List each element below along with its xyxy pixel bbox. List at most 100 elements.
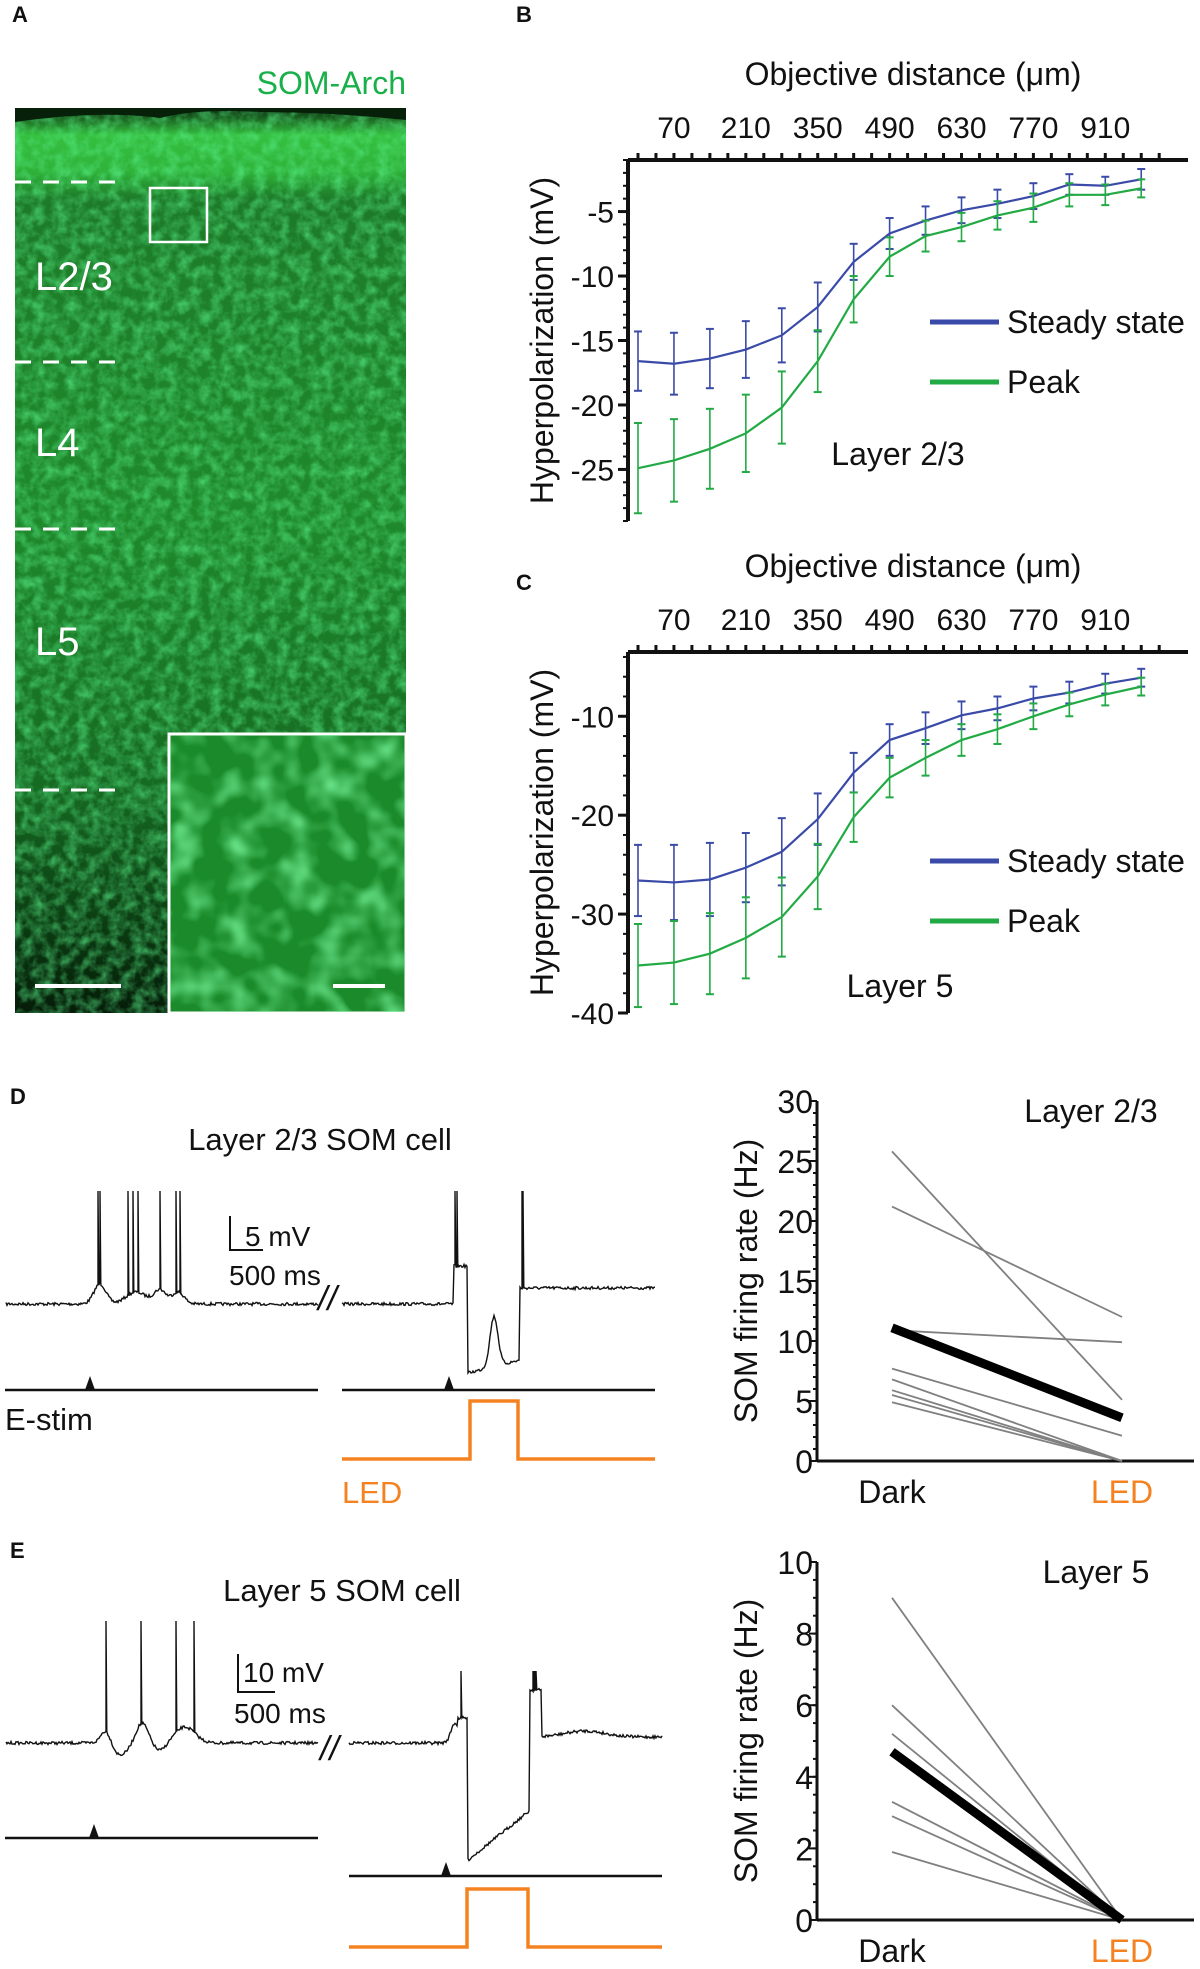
error-bar bbox=[921, 739, 930, 777]
error-bar bbox=[777, 307, 786, 364]
x-tick-label: 630 bbox=[936, 112, 986, 145]
cell-line bbox=[891, 1367, 1123, 1437]
stim-marker-icon bbox=[85, 1376, 95, 1390]
y-tick-label: 10 bbox=[777, 1324, 813, 1360]
x-tick-label: 770 bbox=[1008, 112, 1058, 145]
layer-label: L4 bbox=[35, 421, 80, 465]
x-category-label: LED bbox=[1091, 1474, 1153, 1510]
y-tick-label: 5 bbox=[795, 1384, 813, 1420]
y-tick-label: -30 bbox=[571, 899, 614, 932]
error-bar bbox=[921, 219, 930, 253]
chart-c-layer5-hyperpolarization: 70 210 350 490 630 770 910 -10 -20 -30 -40 Objectiv… bbox=[524, 548, 1188, 1031]
panel-label-a: A bbox=[12, 2, 28, 27]
cell-line bbox=[891, 1815, 1123, 1921]
cell-line bbox=[891, 1329, 1123, 1344]
axis-break-mark: // bbox=[316, 1280, 340, 1318]
stim-marker-icon bbox=[89, 1824, 99, 1838]
y-tick-label: 30 bbox=[777, 1084, 813, 1120]
y-tick-label: 15 bbox=[777, 1264, 813, 1300]
error-bar bbox=[813, 792, 822, 846]
scale-v-label: 5 mV bbox=[245, 1221, 311, 1252]
y-tick-label: 10 bbox=[777, 1545, 813, 1581]
scale-v-label: 10 mV bbox=[243, 1657, 324, 1688]
stim-marker-icon bbox=[441, 1862, 451, 1876]
layer-label: L5 bbox=[35, 620, 80, 664]
y-axis-title: SOM firing rate (Hz) bbox=[728, 1139, 764, 1423]
trace-panel-d: Layer 2/3 SOM cell 5 mV 500 ms // E-stim… bbox=[5, 1122, 656, 1510]
legend-label: Steady state bbox=[1007, 843, 1185, 879]
mean-line bbox=[889, 1748, 1125, 1924]
panel-label-d: D bbox=[10, 1084, 26, 1109]
y-tick-label: -40 bbox=[571, 998, 614, 1031]
cell-line bbox=[891, 1378, 1123, 1462]
y-tick-label: -20 bbox=[571, 800, 614, 833]
stain-label: SOM-Arch bbox=[257, 65, 406, 101]
error-bar bbox=[1137, 178, 1146, 199]
error-bar bbox=[741, 320, 750, 379]
x-tick-label: 490 bbox=[865, 604, 915, 637]
x-tick-label: 350 bbox=[793, 112, 843, 145]
voltage-trace-control bbox=[5, 1620, 319, 1757]
y-axis-title: Hyperpolarization (mV) bbox=[524, 669, 560, 996]
x-category-label: LED bbox=[1091, 1933, 1153, 1969]
error-bar bbox=[885, 756, 894, 799]
error-bar bbox=[1029, 702, 1038, 731]
error-bar bbox=[993, 713, 1002, 745]
y-tick-label: 8 bbox=[795, 1617, 813, 1653]
error-bar bbox=[705, 912, 714, 996]
y-tick-label: -10 bbox=[571, 261, 614, 294]
cell-line bbox=[891, 1851, 1123, 1921]
panel-label-c: C bbox=[516, 570, 532, 595]
chart-annotation: Layer 2/3 bbox=[831, 436, 964, 472]
inset-region-box bbox=[148, 186, 209, 244]
error-bar bbox=[1065, 182, 1074, 208]
error-bar bbox=[1029, 192, 1038, 223]
error-bar bbox=[705, 407, 714, 490]
y-tick-label: -20 bbox=[571, 390, 614, 423]
cell-line bbox=[891, 1704, 1123, 1921]
error-bar bbox=[813, 842, 822, 911]
panel-label-b: B bbox=[516, 2, 532, 27]
error-bar bbox=[849, 791, 858, 843]
trace-title: Layer 5 SOM cell bbox=[223, 1573, 461, 1608]
y-tick-label: 6 bbox=[795, 1688, 813, 1724]
x-category-label: Dark bbox=[858, 1474, 927, 1510]
y-tick-label: -5 bbox=[587, 197, 614, 230]
error-bar bbox=[957, 723, 966, 757]
estim-label: E-stim bbox=[5, 1402, 93, 1437]
error-bar bbox=[1101, 183, 1110, 207]
chart-d-layer23-firing-rate: 0 5 10 15 20 25 30 Dark LED SOM firing rate (Hz) L… bbox=[728, 1084, 1194, 1510]
legend-label: Steady state bbox=[1007, 304, 1185, 340]
error-bar bbox=[885, 236, 894, 278]
y-tick-label: -10 bbox=[571, 701, 614, 734]
stim-marker-icon bbox=[444, 1376, 454, 1390]
y-tick-label: 4 bbox=[795, 1760, 813, 1796]
error-bar bbox=[1101, 682, 1110, 707]
x-axis-title: Objective distance (μm) bbox=[745, 56, 1082, 92]
x-tick-label: 210 bbox=[721, 112, 771, 145]
y-tick-label: 0 bbox=[795, 1903, 813, 1939]
led-pulse-trace bbox=[349, 1887, 662, 1949]
chart-annotation: Layer 2/3 bbox=[1024, 1093, 1157, 1129]
cell-line bbox=[891, 1801, 1123, 1921]
error-bar bbox=[777, 370, 786, 445]
trace-panel-e: Layer 5 SOM cell 10 mV 500 ms // bbox=[5, 1573, 663, 1949]
error-bar bbox=[813, 281, 822, 333]
panel-label-e: E bbox=[10, 1538, 25, 1563]
legend-label: Peak bbox=[1007, 364, 1081, 400]
y-tick-label: -25 bbox=[571, 454, 614, 487]
error-bar bbox=[669, 418, 678, 503]
error-bar bbox=[634, 922, 642, 1009]
y-axis-title: Hyperpolarization (mV) bbox=[524, 177, 560, 504]
error-bar bbox=[669, 331, 678, 396]
error-bar bbox=[849, 242, 858, 281]
error-bar bbox=[885, 723, 894, 757]
chart-b-layer23-hyperpolarization: 70 210 350 490 630 770 910 -5 -10 -15 -20 -25 Object… bbox=[524, 56, 1188, 522]
y-axis-title: SOM firing rate (Hz) bbox=[728, 1599, 764, 1883]
error-bar bbox=[849, 751, 858, 794]
y-tick-label: 2 bbox=[795, 1831, 813, 1867]
x-tick-label: 770 bbox=[1008, 604, 1058, 637]
x-tick-label: 910 bbox=[1080, 604, 1130, 637]
error-bar bbox=[705, 327, 714, 390]
